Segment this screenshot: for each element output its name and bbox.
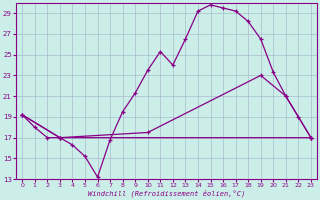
X-axis label: Windchill (Refroidissement éolien,°C): Windchill (Refroidissement éolien,°C): [88, 190, 245, 197]
